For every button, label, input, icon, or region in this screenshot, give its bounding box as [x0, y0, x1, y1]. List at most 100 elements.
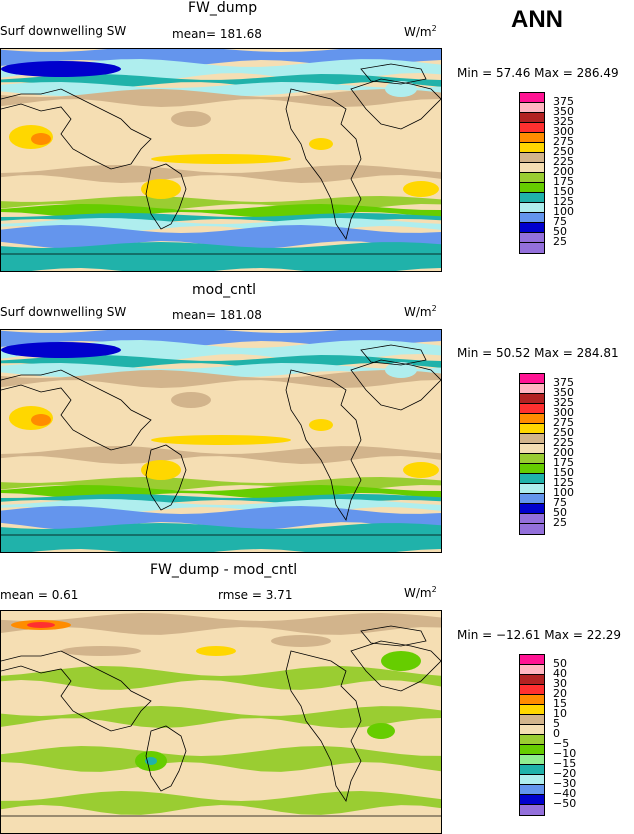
panel2-mean-label: mean= 181.08	[172, 308, 262, 322]
colorbar-swatch	[520, 153, 544, 163]
colorbar-tick-label: 75	[553, 496, 567, 509]
colorbar-tick-label: 125	[553, 195, 574, 208]
colorbar-swatch	[520, 233, 544, 243]
colorbar-swatch	[520, 484, 544, 494]
colorbar-tick-label: 15	[553, 697, 567, 710]
colorbar-tick-label: 300	[553, 406, 574, 419]
panel1-units: W/m2	[404, 24, 437, 39]
panel2-minmax: Min = 50.52 Max = 284.81	[457, 346, 619, 360]
panel2-variable-label: Surf downwelling SW	[0, 305, 127, 319]
panel3-contour-map	[1, 611, 441, 833]
panel3-units: W/m2	[404, 585, 437, 600]
colorbar-swatch	[520, 223, 544, 233]
colorbar-swatch	[520, 524, 544, 534]
colorbar-tick-label: 75	[553, 215, 567, 228]
colorbar-tick-label: 175	[553, 175, 574, 188]
colorbar-tick-label: −5	[553, 737, 570, 750]
colorbar-tick-label: −30	[553, 777, 577, 790]
colorbar-swatch	[520, 795, 544, 805]
colorbar-swatch	[520, 454, 544, 464]
panel1-variable-label: Surf downwelling SW	[0, 24, 127, 38]
colorbar-tick-label: 50	[553, 657, 567, 670]
colorbar-swatch	[520, 193, 544, 203]
colorbar-tick-label: 225	[553, 436, 574, 449]
colorbar-swatch	[520, 725, 544, 735]
colorbar-swatch	[520, 514, 544, 524]
colorbar-swatch	[520, 394, 544, 404]
colorbar-tick-label: 30	[553, 677, 567, 690]
colorbar-swatch	[520, 504, 544, 514]
colorbar-tick-label: 200	[553, 446, 574, 459]
panel1-map	[0, 48, 442, 272]
colorbar-swatch	[520, 695, 544, 705]
colorbar-swatch	[520, 243, 544, 253]
colorbar-tick-label: 375	[553, 95, 574, 108]
colorbar-tick-label: −40	[553, 787, 577, 800]
colorbar-swatch	[520, 103, 544, 113]
colorbar-tick-label: 275	[553, 416, 574, 429]
colorbar-swatch	[520, 143, 544, 153]
colorbar-tick-label: 25	[553, 235, 567, 248]
colorbar-swatch	[520, 665, 544, 675]
colorbar-swatch	[520, 715, 544, 725]
colorbar-tick-label: 100	[553, 205, 574, 218]
colorbar-swatch	[520, 213, 544, 223]
colorbar-tick-label: 250	[553, 145, 574, 158]
colorbar-tick-label: −50	[553, 797, 577, 810]
colorbar-tick-label: 50	[553, 506, 567, 519]
colorbar-tick-label: 175	[553, 456, 574, 469]
colorbar-swatch	[520, 93, 544, 103]
colorbar-tick-label: 350	[553, 386, 574, 399]
colorbar-swatch	[520, 113, 544, 123]
panel3-minmax: Min = −12.61 Max = 22.29	[457, 628, 622, 642]
panel3-mean-label: mean = 0.61	[0, 588, 79, 602]
panel1-colorbar	[519, 92, 545, 254]
colorbar-swatch	[520, 494, 544, 504]
colorbar-tick-label: 5	[553, 717, 560, 730]
season-label: ANN	[511, 6, 563, 33]
colorbar-swatch	[520, 414, 544, 424]
colorbar-tick-label: 325	[553, 115, 574, 128]
colorbar-swatch	[520, 374, 544, 384]
panel2-map	[0, 329, 442, 553]
colorbar-swatch	[520, 173, 544, 183]
panel2-units: W/m2	[404, 304, 437, 319]
colorbar-swatch	[520, 384, 544, 394]
colorbar-tick-label: 325	[553, 396, 574, 409]
panel3-title: FW_dump - mod_cntl	[150, 562, 298, 578]
colorbar-tick-label: 100	[553, 486, 574, 499]
colorbar-tick-label: 0	[553, 727, 560, 740]
colorbar-tick-label: −20	[553, 767, 577, 780]
colorbar-tick-label: 25	[553, 516, 567, 529]
colorbar-swatch	[520, 434, 544, 444]
panel2-title: mod_cntl	[192, 282, 257, 298]
panel3-colorbar	[519, 654, 545, 816]
panel3-rmse-label: rmse = 3.71	[218, 588, 293, 602]
colorbar-swatch	[520, 735, 544, 745]
colorbar-swatch	[520, 133, 544, 143]
colorbar-swatch	[520, 203, 544, 213]
colorbar-swatch	[520, 464, 544, 474]
colorbar-swatch	[520, 655, 544, 665]
colorbar-tick-label: 375	[553, 376, 574, 389]
colorbar-swatch	[520, 705, 544, 715]
colorbar-tick-label: 250	[553, 426, 574, 439]
colorbar-tick-label: −10	[553, 747, 577, 760]
colorbar-swatch	[520, 183, 544, 193]
colorbar-swatch	[520, 123, 544, 133]
colorbar-tick-label: −15	[553, 757, 577, 770]
colorbar-swatch	[520, 685, 544, 695]
colorbar-swatch	[520, 755, 544, 765]
colorbar-tick-label: 300	[553, 125, 574, 138]
colorbar-tick-label: 350	[553, 105, 574, 118]
colorbar-tick-label: 40	[553, 667, 567, 680]
colorbar-swatch	[520, 775, 544, 785]
colorbar-swatch	[520, 805, 544, 815]
colorbar-tick-label: 200	[553, 165, 574, 178]
colorbar-tick-label: 150	[553, 185, 574, 198]
colorbar-swatch	[520, 404, 544, 414]
colorbar-swatch	[520, 675, 544, 685]
panel1-minmax: Min = 57.46 Max = 286.49	[457, 66, 619, 80]
colorbar-swatch	[520, 474, 544, 484]
colorbar-tick-label: 50	[553, 225, 567, 238]
